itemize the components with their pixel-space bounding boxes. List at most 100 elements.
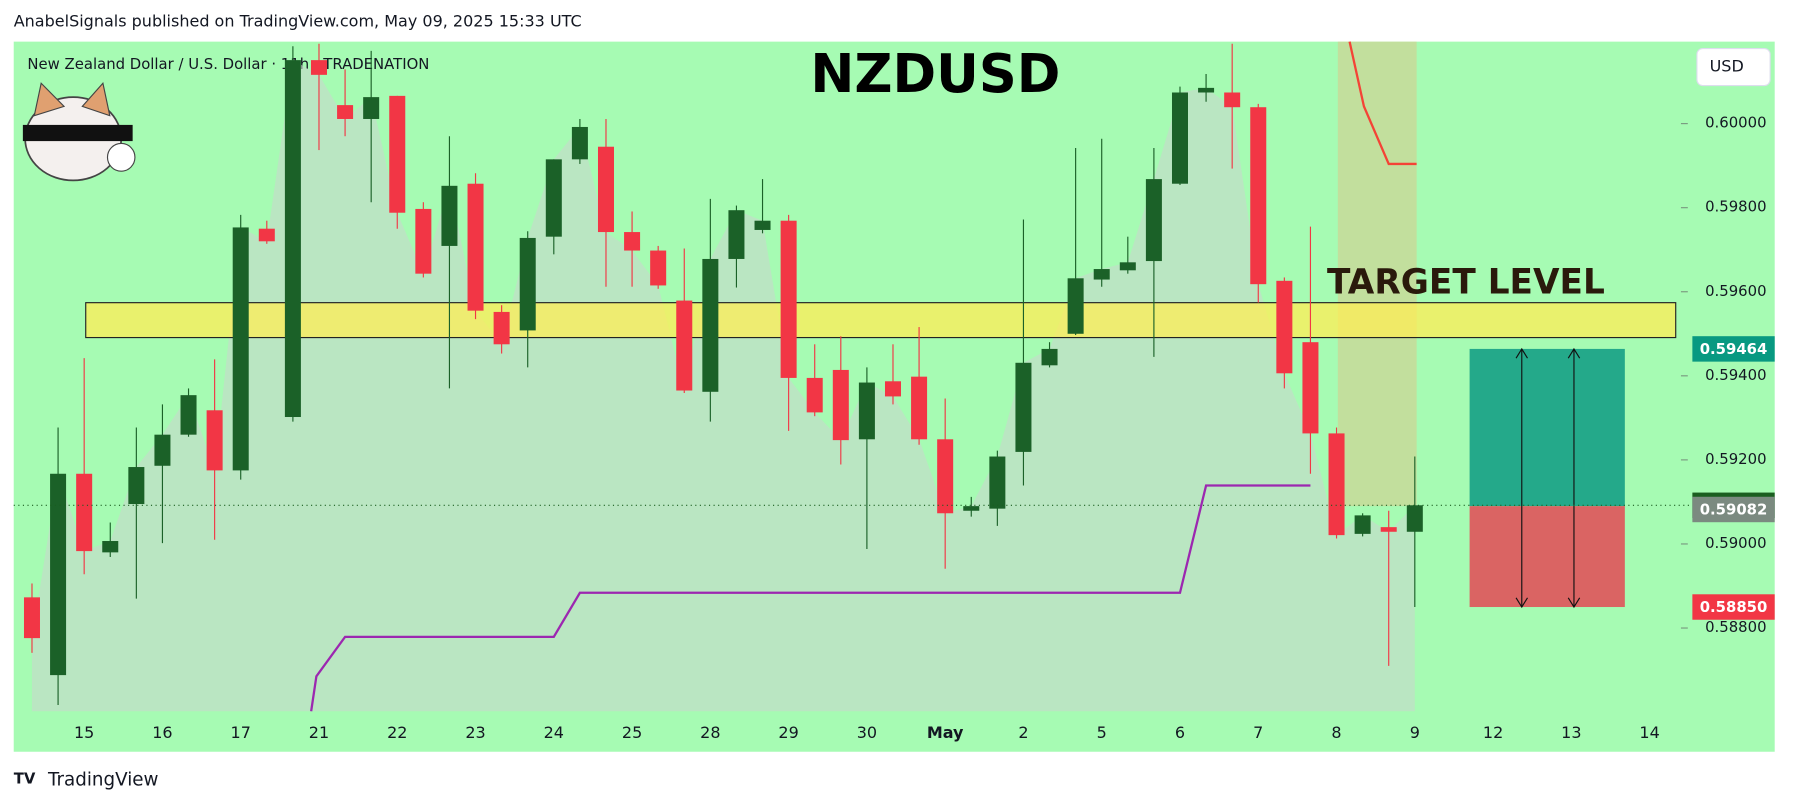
- candle-body: [1145, 179, 1162, 262]
- candle-body: [23, 597, 40, 639]
- time-highlight: [1337, 41, 1417, 507]
- candle-body: [180, 395, 197, 435]
- candle-body: [389, 95, 406, 213]
- avatar: [22, 82, 136, 182]
- arrow-head: [1567, 347, 1581, 609]
- candle-body: [989, 456, 1006, 509]
- candle-body: [624, 232, 641, 251]
- candle-body: [676, 300, 693, 391]
- candle-body: [911, 376, 928, 440]
- footer: TradingView: [47, 770, 158, 791]
- candle-body: [154, 434, 171, 466]
- x-tick-label: 29: [778, 723, 798, 742]
- candle-body: [310, 60, 327, 75]
- candle-body: [415, 208, 432, 274]
- y-tick-label: 0.59600: [1705, 282, 1766, 300]
- indicator-line: [1348, 41, 1417, 166]
- plot: TARGET LEVEL 0.60000 0.59800 0.59600 0.59400…: [13, 41, 1775, 742]
- candle-body: [1380, 527, 1397, 532]
- y-tick-label: 0.59800: [1705, 198, 1766, 216]
- position-stop: [1469, 506, 1625, 608]
- target-zone: [85, 302, 1677, 339]
- candle-body: [1354, 515, 1371, 534]
- candle-body: [1276, 280, 1293, 374]
- candle-body: [1015, 362, 1032, 452]
- x-tick-label: 16: [152, 723, 172, 742]
- candle-body: [102, 541, 119, 553]
- candle-body: [467, 183, 484, 311]
- price-badge-label: 0.59464: [1700, 340, 1768, 358]
- candle-body: [728, 210, 745, 259]
- candle-body: [1198, 87, 1215, 93]
- position-target: [1469, 348, 1625, 507]
- target-label: TARGET LEVEL: [1327, 263, 1605, 303]
- legend: New Zealand Dollar / U.S. Dollar · 11h ·…: [27, 55, 429, 73]
- candle-body: [519, 237, 536, 331]
- candle-body: [702, 258, 719, 392]
- x-tick-label: 28: [700, 723, 720, 742]
- candle-body: [1093, 269, 1110, 280]
- close-area: [31, 60, 1415, 712]
- candle-body: [258, 228, 275, 242]
- candle-body: [597, 146, 614, 233]
- x-tick-label: 2: [1018, 723, 1028, 742]
- candle-body: [128, 467, 145, 505]
- y-tick-label: 0.58800: [1705, 618, 1766, 636]
- price-badge: [1692, 336, 1775, 362]
- x-tick-label: 15: [74, 723, 94, 742]
- candle-body: [1406, 505, 1423, 532]
- candle-body: [337, 105, 354, 119]
- indicator-line: [310, 484, 1311, 712]
- x-tick-label: 8: [1331, 723, 1341, 742]
- chart-title: NZDUSD: [810, 44, 1060, 105]
- candle-body: [441, 185, 458, 246]
- x-tick-label: 23: [465, 723, 485, 742]
- candle-body: [1171, 92, 1188, 184]
- y-tick-label: 0.60000: [1705, 114, 1766, 132]
- candle-body: [650, 250, 667, 286]
- x-tick-label: 7: [1253, 723, 1263, 742]
- x-tick-label: 25: [622, 723, 642, 742]
- logo: TV: [14, 769, 36, 787]
- arrow-head: [1515, 347, 1528, 609]
- candle-body: [1328, 433, 1345, 536]
- currency-button[interactable]: [1696, 47, 1771, 87]
- candle-body: [1067, 278, 1084, 334]
- candle-body: [754, 220, 771, 230]
- x-tick-label: 21: [309, 723, 329, 742]
- candle-body: [363, 97, 380, 119]
- candle-body: [284, 60, 301, 418]
- y-tick-label: 0.59000: [1705, 534, 1766, 552]
- x-tick-label: 30: [857, 723, 877, 742]
- candle-body: [493, 311, 510, 345]
- candle-body: [76, 473, 93, 552]
- x-tick-label: May: [927, 723, 964, 742]
- candle-body: [1224, 92, 1241, 108]
- y-tick-label: 0.59400: [1705, 366, 1766, 384]
- x-tick-label: 22: [387, 723, 407, 742]
- candle-body: [806, 377, 823, 413]
- candle-body: [1250, 107, 1267, 285]
- x-tick-label: 14: [1639, 723, 1659, 742]
- price-badge-label: 0.59082: [1700, 501, 1768, 519]
- candle-body: [545, 159, 562, 237]
- x-tick-label: 6: [1175, 723, 1185, 742]
- x-tick-label: 17: [231, 723, 251, 742]
- price-badge: [1692, 594, 1775, 620]
- candle-body: [832, 369, 849, 441]
- candle-body: [963, 506, 980, 511]
- price-badge: [1692, 496, 1775, 523]
- header: AnabelSignals published on TradingView.c…: [14, 11, 582, 30]
- x-tick-label: 24: [544, 723, 564, 742]
- candle-body: [1119, 262, 1136, 271]
- candle-body: [937, 439, 954, 514]
- candle-body: [858, 382, 875, 440]
- candle-body: [206, 410, 223, 471]
- x-tick-label: 12: [1483, 723, 1503, 742]
- candle-body: [884, 381, 901, 397]
- currency[interactable]: USD: [1710, 57, 1744, 76]
- x-tick-label: 5: [1097, 723, 1107, 742]
- y-tick-label: 0.59200: [1705, 450, 1766, 468]
